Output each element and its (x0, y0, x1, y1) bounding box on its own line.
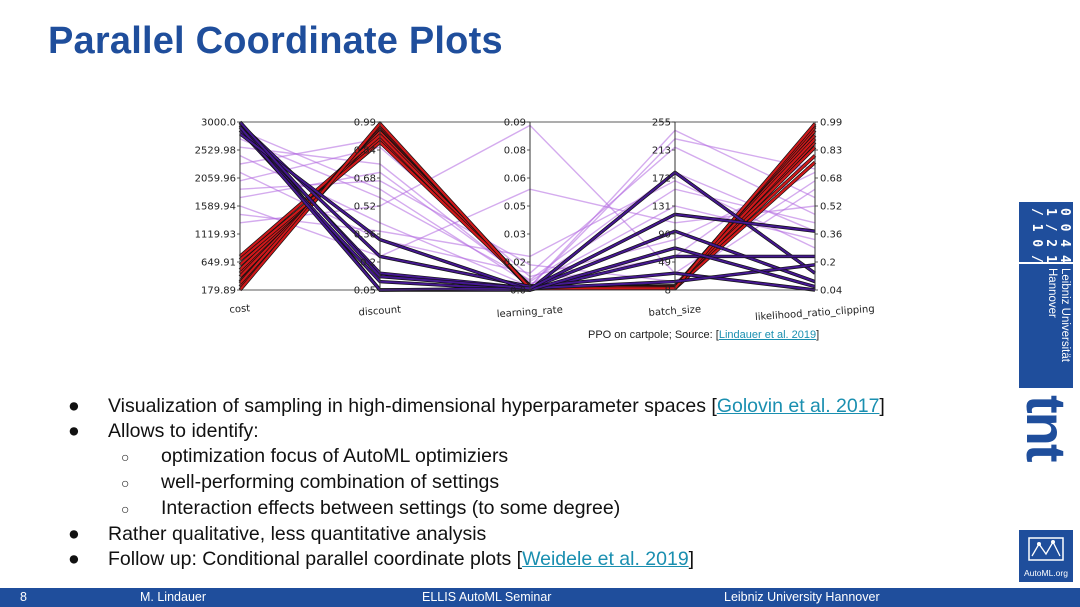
footer-university: Leibniz University Hannover (724, 590, 880, 604)
caption-suffix: ] (816, 329, 820, 341)
axis-tick-label: 0.08 (504, 146, 526, 157)
axis-name-label: batch_size (648, 304, 701, 319)
axis-tick-label: 172 (652, 174, 671, 185)
bullet-glyph: ● (68, 548, 80, 570)
bullet-text: Rather qualitative, less quantitative an… (108, 523, 487, 545)
luh-emblem-row: 1 / 2 1 (1043, 208, 1058, 262)
axis-tick-label: 213 (652, 146, 671, 157)
axis-tick-label: 0.02 (504, 258, 526, 269)
axis-tick-label: 2059.96 (195, 174, 236, 185)
luh-logo: / 1 0 / 1 / 2 1 0 0 4 4 Leibniz Universi… (1019, 202, 1073, 388)
bullet-text: Allows to identify: (108, 420, 259, 442)
axis-tick-label: 1589.94 (195, 202, 236, 213)
worst-series-line (239, 126, 816, 292)
luh-wordmark: Leibniz Universität Hannover (1046, 268, 1071, 362)
axis-tick-label: 0.83 (820, 146, 842, 157)
luh-emblem-row: 0 0 4 4 (1057, 208, 1072, 262)
axis-tick-label: 0.2 (360, 258, 376, 269)
bullet-item: ● Rather qualitative, less quantitative a… (68, 522, 885, 547)
axis-tick-label: 179.89 (201, 286, 236, 297)
axis-tick-label: 255 (652, 118, 671, 129)
axis-tick-label: 2529.98 (195, 146, 236, 157)
luh-emblem-icon: / 1 0 / 1 / 2 1 0 0 4 4 (1029, 208, 1072, 262)
sub-bullet-item: ○ optimization focus of AutoML optimizier… (68, 444, 885, 470)
axis-tick-label: 0.09 (504, 118, 526, 129)
axis-tick-label: 1119.93 (195, 230, 236, 241)
bullet-item: ● Visualization of sampling in high-dimen… (68, 394, 885, 419)
automl-label: AutoML.org (1024, 568, 1068, 578)
axis-tick-label: 0.84 (354, 146, 376, 157)
sub-bullet-text: Interaction effects between settings (to… (161, 497, 621, 519)
axis-tick-label: 0.99 (354, 118, 376, 129)
axis-name-label: learning_rate (496, 305, 563, 321)
axis-tick-label: 0.03 (504, 230, 526, 241)
caption-source-link[interactable]: Lindauer et al. 2019 (718, 329, 817, 341)
worst-line-outline (238, 125, 816, 292)
axis-tick-label: 0.36 (354, 230, 376, 241)
caption-prefix: PPO on cartpole; Source: [ (588, 329, 719, 341)
automl-logo: AutoML.org (1019, 530, 1073, 582)
sub-bullet-glyph: ○ (121, 501, 130, 517)
sub-bullet-item: ○ Interaction effects between settings (t… (68, 496, 885, 522)
bullet-text-end: ] (688, 548, 695, 570)
golovin-link[interactable]: Golovin et al. 2017 (716, 395, 880, 417)
page-number: 8 (20, 590, 27, 604)
sub-bullet-glyph: ○ (121, 449, 130, 465)
axis-name-label: likelihood_ratio_clipping (755, 304, 875, 323)
bullet-text: Visualization of sampling in high-dimens… (108, 395, 717, 417)
bullet-item: ● Follow up: Conditional parallel coordin… (68, 547, 885, 572)
axis-tick-label: 0.05 (504, 202, 526, 213)
axis-tick-label: 131 (652, 202, 671, 213)
bullet-item: ● Allows to identify: (68, 419, 885, 444)
bullet-text: Follow up: Conditional parallel coordina… (108, 548, 523, 570)
automl-emblem-icon (1028, 537, 1064, 561)
slide-title: Parallel Coordinate Plots (48, 20, 503, 62)
bullet-text-end: ] (879, 395, 885, 417)
luh-divider (1019, 262, 1073, 264)
axis-tick-label: 0.36 (820, 230, 842, 241)
parallel-coordinate-plot: 3000.0 2529.98 2059.96 1589.94 1119.93 649.91… (195, 118, 875, 324)
axis-tick-label: 0.68 (820, 174, 842, 185)
footer-event: ELLIS AutoML Seminar (422, 590, 552, 604)
axis-tick-label: 90 (658, 230, 671, 241)
axis-tick-label: 649.91 (201, 258, 236, 269)
plot-axes: 3000.0 2529.98 2059.96 1589.94 1119.93 649.91… (195, 118, 875, 324)
axis-tick-label: 0.68 (354, 174, 376, 185)
bullet-list: ● Visualization of sampling in high-dimen… (68, 394, 885, 572)
axis-tick-label: 8 (665, 286, 671, 297)
footer-bar: 8 M. Lindauer ELLIS AutoML Seminar Leibn… (0, 588, 1080, 607)
axis-tick-label: 0.06 (504, 174, 526, 185)
axis-tick-label: 0.04 (820, 286, 842, 297)
sub-bullet-text: well-performing combination of settings (161, 471, 500, 493)
axis-name-label: cost (229, 303, 251, 315)
axis-tick-label: 0.99 (820, 118, 842, 129)
bullet-glyph: ● (68, 523, 80, 545)
sub-bullet-glyph: ○ (121, 475, 130, 491)
axis-tick-label: 0.52 (820, 202, 842, 213)
bullet-glyph: ● (68, 420, 80, 442)
sub-bullet-item: ○ well-performing combination of settings (68, 470, 885, 496)
axis-tick-label: 0.52 (354, 202, 376, 213)
axis-tick-label: 0.2 (820, 258, 836, 269)
axis-tick-label: 3000.0 (201, 118, 236, 129)
axis-tick-label: 0.05 (354, 286, 376, 297)
axis-name-label: discount (358, 305, 401, 319)
axis-tick-label: 0.0 (510, 286, 526, 297)
sub-bullet-text: optimization focus of AutoML optimiziers (161, 445, 509, 467)
luh-emblem-row: / 1 0 / (1029, 208, 1044, 262)
footer-author: M. Lindauer (140, 590, 207, 604)
axis-tick-label: 49 (658, 258, 671, 269)
weidele-link[interactable]: Weidele et al. 2019 (522, 548, 689, 570)
plot-caption: PPO on cartpole; Source: [Lindauer et al… (588, 329, 819, 341)
bullet-glyph: ● (68, 395, 80, 417)
tnt-logo: tnt (1015, 395, 1078, 461)
